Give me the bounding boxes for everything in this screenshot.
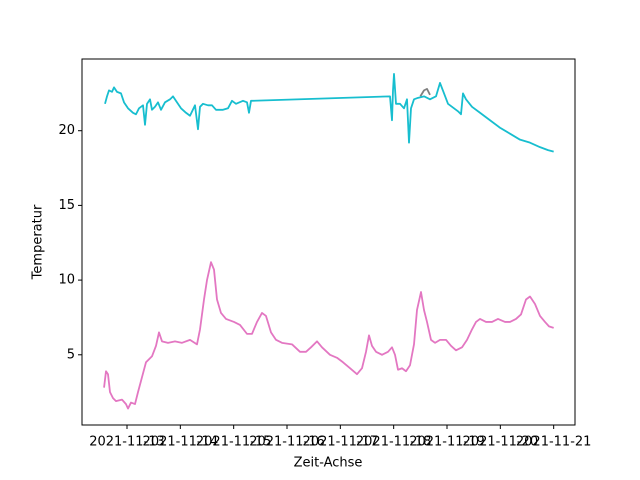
x-tick-label: 2021-11-19 xyxy=(409,435,485,450)
x-axis-label: Zeit-Achse xyxy=(294,456,363,471)
x-tick-label: 2021-11-20 xyxy=(463,435,539,450)
line xyxy=(104,73,554,153)
x-tick-label: 2021-11-14 xyxy=(143,435,219,450)
x-tick-label: 2021-11-18 xyxy=(356,435,432,450)
plot-frame xyxy=(81,58,576,426)
x-tick-label: 2021-11-17 xyxy=(303,435,379,450)
x-tick-label: 2021-11-13 xyxy=(89,435,165,450)
y-tick-label: 10 xyxy=(58,273,75,288)
y-tick-label: 5 xyxy=(67,347,75,362)
x-tick-label: 2021-11-21 xyxy=(516,435,592,450)
y-axis-label: Temperatur xyxy=(31,204,46,280)
line xyxy=(419,87,431,97)
y-tick-label: 20 xyxy=(58,123,75,138)
y-tick-label: 15 xyxy=(58,198,75,213)
x-tick-label: 2021-11-16 xyxy=(249,435,325,450)
x-tick-label: 2021-11-15 xyxy=(196,435,272,450)
line xyxy=(103,261,554,410)
